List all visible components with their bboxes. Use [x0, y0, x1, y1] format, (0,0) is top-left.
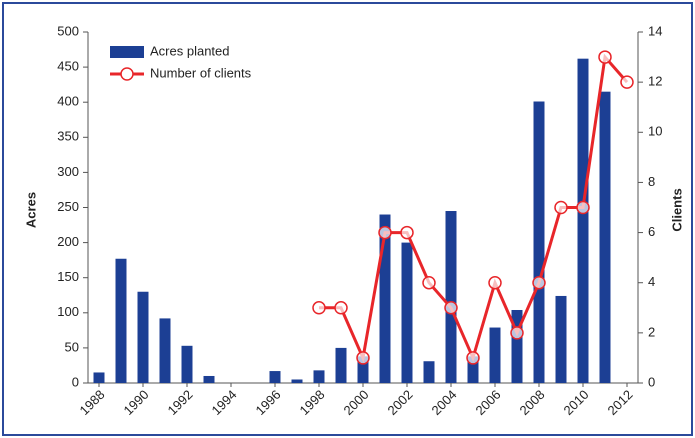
y-tick-label: 300 — [57, 164, 79, 179]
bar — [533, 101, 545, 384]
y-tick-label: 100 — [57, 304, 79, 319]
y2-tick-label: 6 — [648, 224, 655, 239]
bar — [335, 347, 347, 383]
marker — [466, 351, 480, 365]
bar — [291, 379, 303, 383]
y2-tick-label: 8 — [648, 174, 655, 189]
bar — [511, 309, 523, 383]
marker — [422, 275, 436, 290]
legend-swatch — [110, 46, 144, 58]
y-tick-label: 350 — [57, 129, 79, 144]
marker — [576, 200, 590, 215]
y2-tick-label: 0 — [648, 374, 655, 389]
bar — [181, 345, 193, 383]
y-tick-label: 50 — [65, 339, 79, 354]
marker — [312, 301, 326, 315]
bar — [203, 375, 215, 383]
marker — [334, 301, 348, 315]
y-tick-label: 400 — [57, 94, 79, 109]
bar — [489, 327, 501, 383]
bar — [467, 356, 479, 383]
y-tick-label: 450 — [57, 59, 79, 74]
y-axis-label: Acres — [23, 192, 38, 228]
marker — [488, 275, 502, 290]
bar — [93, 372, 105, 383]
y2-tick-label: 4 — [648, 274, 655, 289]
marker — [598, 50, 612, 64]
marker — [554, 200, 568, 215]
bar — [599, 91, 611, 384]
y2-axis-label: Clients — [669, 188, 684, 231]
y-tick-label: 200 — [57, 234, 79, 249]
y-tick-label: 500 — [57, 23, 79, 38]
marker — [356, 351, 370, 365]
bar — [555, 295, 567, 383]
bar — [423, 361, 435, 383]
bar — [159, 318, 171, 383]
bar — [115, 258, 127, 383]
marker — [510, 326, 524, 340]
marker — [620, 75, 634, 89]
marker — [400, 225, 414, 240]
y-tick-label: 0 — [72, 374, 79, 389]
y2-tick-label: 12 — [648, 74, 662, 89]
bar — [577, 58, 589, 384]
bar — [313, 370, 325, 383]
marker — [532, 275, 546, 290]
y-tick-label: 150 — [57, 269, 79, 284]
marker — [378, 225, 392, 240]
y-tick-label: 250 — [57, 199, 79, 214]
bar — [137, 291, 149, 383]
legend-swatch — [120, 67, 134, 81]
bar — [445, 211, 457, 383]
bar — [269, 371, 281, 383]
bar — [401, 242, 413, 383]
y2-tick-label: 10 — [648, 124, 662, 139]
legend-label: Number of clients — [150, 65, 252, 80]
bar — [357, 356, 369, 383]
legend-label: Acres planted — [150, 43, 230, 58]
y2-tick-label: 14 — [648, 23, 662, 38]
bar — [379, 214, 391, 383]
marker — [444, 301, 458, 315]
y2-tick-label: 2 — [648, 324, 655, 339]
